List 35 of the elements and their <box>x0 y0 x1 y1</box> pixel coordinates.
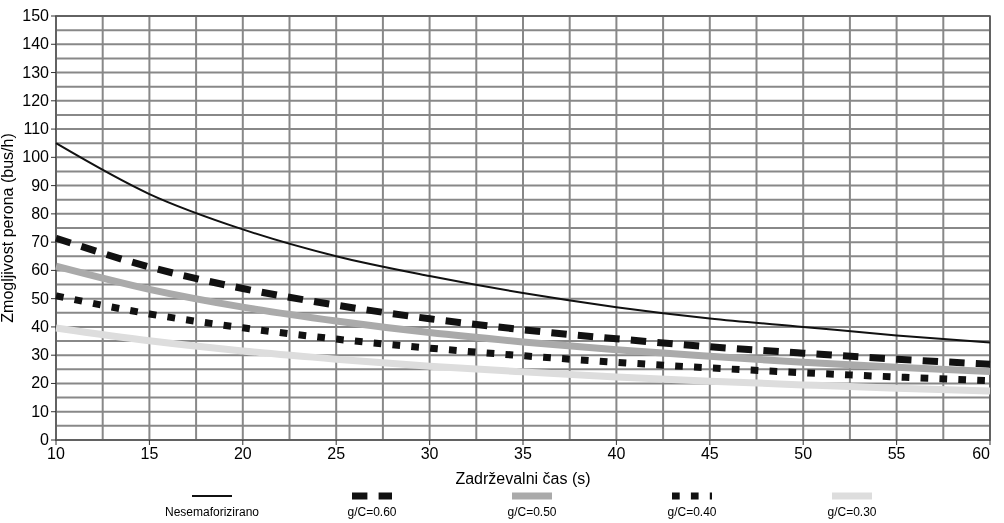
x-tick-label: 60 <box>972 445 991 462</box>
y-axis-title: Zmogljivost perona (bus/h) <box>0 133 16 323</box>
y-tick-label: 10 <box>31 402 50 420</box>
y-tick-label: 140 <box>22 35 50 53</box>
x-tick-label: 20 <box>233 445 252 462</box>
line-series <box>55 142 991 344</box>
legend-label: g/C=0.50 <box>507 505 557 519</box>
y-tick-label: 60 <box>31 261 50 279</box>
x-axis-title: Zadrževalni čas (s) <box>455 470 591 487</box>
legend-label: g/C=0.30 <box>827 505 877 519</box>
x-tick-label: 25 <box>327 445 346 462</box>
y-tick-label: 30 <box>31 346 50 364</box>
x-tick-label: 55 <box>887 445 906 462</box>
x-tick-label: 35 <box>514 445 532 462</box>
y-tick-label: 50 <box>31 289 50 307</box>
legend-label: Nesemaforizirano <box>164 505 260 519</box>
x-tick-label: 30 <box>420 445 439 462</box>
legend-label: g/C=0.60 <box>347 505 397 519</box>
y-tick-label: 130 <box>22 63 50 81</box>
y-tick-label: 20 <box>31 374 50 392</box>
x-tick-label: 10 <box>47 445 65 462</box>
x-tick-label: 50 <box>794 445 813 462</box>
x-tick-label: 15 <box>140 445 159 462</box>
y-tick-label: 150 <box>22 7 50 24</box>
y-tick-label: 100 <box>22 148 50 166</box>
y-tick-label: 110 <box>23 120 50 138</box>
x-tick-label: 40 <box>607 445 626 462</box>
y-tick-label: 120 <box>22 91 50 109</box>
legend-label: g/C=0.40 <box>667 505 717 519</box>
y-tick-label: 0 <box>40 431 50 448</box>
y-tick-label: 70 <box>31 233 50 251</box>
x-tick-label: 45 <box>700 445 719 462</box>
y-tick-label: 40 <box>31 317 50 335</box>
y-tick-label: 90 <box>31 176 50 194</box>
y-tick-label: 80 <box>31 204 50 222</box>
